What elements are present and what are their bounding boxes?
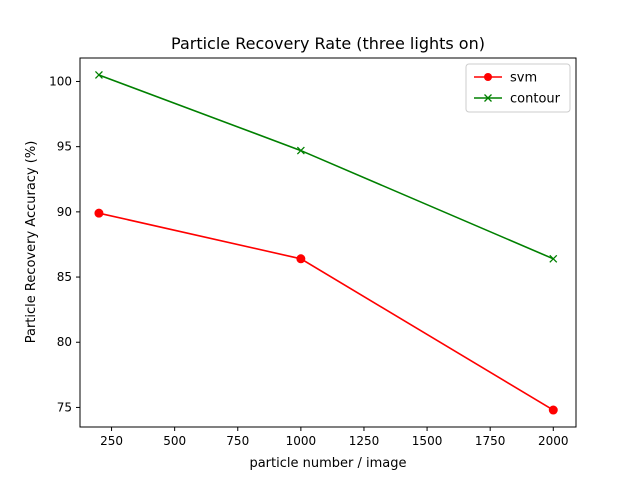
data-point-contour <box>296 146 305 155</box>
y-tick-label: 90 <box>57 205 72 219</box>
legend-marker-svm <box>484 73 492 81</box>
x-tick-label: 250 <box>100 434 123 448</box>
data-point-svm <box>296 254 306 264</box>
y-tick-label: 100 <box>49 74 72 88</box>
y-axis-label: Particle Recovery Accuracy (%) <box>24 141 39 344</box>
x-tick-label: 2000 <box>538 434 569 448</box>
chart-title: Particle Recovery Rate (three lights on) <box>171 34 485 53</box>
x-axis-label: particle number / image <box>249 456 406 471</box>
series-contour <box>94 70 558 263</box>
y-tick-label: 85 <box>57 270 72 284</box>
plot-area: 250 500 750 1000 1250 1500 1750 2000 75 80 85 90 95 1… <box>49 57 577 448</box>
series-svm <box>94 208 558 415</box>
data-point-svm <box>548 405 558 415</box>
legend-box <box>465 63 571 113</box>
y-tick-label: 75 <box>57 400 72 414</box>
x-tick-label: 1750 <box>475 434 506 448</box>
legend-marker-contour <box>484 94 492 102</box>
x-tick-label: 1000 <box>286 434 317 448</box>
data-point-contour <box>549 254 558 263</box>
data-point-contour <box>94 70 103 79</box>
x-tick-label: 500 <box>163 434 186 448</box>
y-tick-label: 95 <box>57 140 72 154</box>
data-point-svm <box>94 208 104 218</box>
axes-frame <box>79 57 577 428</box>
legend-label-svm: svm <box>510 71 537 86</box>
x-tick-label: 1250 <box>349 434 380 448</box>
x-tick-label: 750 <box>226 434 249 448</box>
legend: svm contour <box>465 63 571 113</box>
x-tick-label: 1500 <box>412 434 443 448</box>
legend-label-contour: contour <box>510 92 561 107</box>
y-tick-label: 80 <box>57 335 72 349</box>
